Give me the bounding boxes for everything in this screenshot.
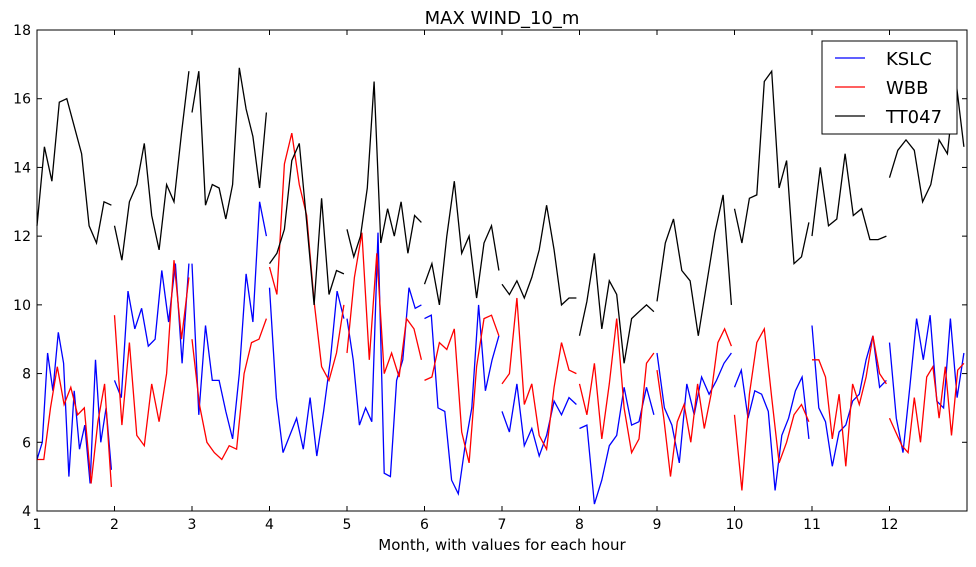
y-tick-label: 12 — [13, 229, 31, 245]
x-tick-label: 11 — [803, 517, 821, 533]
y-tick-label: 8 — [22, 367, 31, 383]
series-kslc — [36, 201, 965, 505]
series-line-kslc-month-6 — [424, 304, 500, 496]
series-line-wbb-month-12 — [888, 362, 965, 455]
series-line-wbb-month-4 — [268, 132, 345, 383]
series-line-tt047-month-9 — [656, 194, 733, 336]
series-line-wbb-month-10 — [733, 326, 810, 491]
series-line-kslc-month-12 — [888, 315, 965, 453]
series-line-kslc-month-4 — [268, 287, 345, 457]
x-tick-label: 2 — [110, 517, 119, 533]
x-axis-label: Month, with values for each hour — [378, 536, 626, 554]
series-line-tt047-month-11 — [811, 153, 887, 241]
x-tick-label: 5 — [343, 517, 352, 533]
x-tick-label: 8 — [575, 517, 584, 533]
x-tick-label: 4 — [265, 517, 274, 533]
legend-label-tt047: TT047 — [885, 107, 942, 128]
x-tick-label: 12 — [881, 517, 899, 533]
y-tick-label: 14 — [13, 160, 31, 176]
series-line-tt047-month-2 — [113, 71, 190, 261]
series-line-wbb-month-6 — [424, 314, 500, 464]
series-line-tt047-month-3 — [191, 67, 268, 220]
y-tick-label: 10 — [13, 298, 31, 314]
series-line-wbb-month-2 — [113, 260, 190, 448]
series-line-kslc-month-5 — [346, 232, 422, 478]
series-line-wbb-month-8 — [578, 318, 655, 455]
y-tick-label: 6 — [22, 435, 31, 451]
legend-label-wbb: WBB — [886, 78, 929, 99]
series-layer — [36, 67, 965, 505]
series-line-wbb-month-11 — [812, 335, 887, 467]
chart-title: MAX WIND_10_m — [425, 8, 580, 29]
series-line-tt047-month-5 — [346, 81, 422, 260]
x-tick-label: 3 — [188, 517, 197, 533]
series-line-wbb-month-5 — [346, 232, 423, 378]
x-tick-label: 10 — [726, 517, 744, 533]
series-line-kslc-month-3 — [191, 201, 268, 440]
y-tick-label: 16 — [13, 92, 31, 108]
x-tick-label: 6 — [420, 517, 429, 533]
legend-label-kslc: KSLC — [886, 49, 932, 70]
series-line-kslc-month-10 — [733, 367, 810, 491]
x-tick-label: 1 — [33, 517, 42, 533]
series-line-wbb-month-3 — [191, 318, 268, 461]
series-tt047 — [36, 67, 965, 364]
series-wbb — [37, 132, 965, 491]
x-tick-label: 9 — [653, 517, 662, 533]
series-line-wbb-month-1 — [37, 366, 113, 487]
series-line-wbb-month-9 — [656, 327, 733, 477]
series-line-tt047-month-1 — [36, 97, 112, 246]
series-line-wbb-month-7 — [501, 297, 577, 452]
series-line-kslc-month-7 — [501, 383, 577, 459]
series-line-tt047-month-4 — [268, 143, 345, 305]
x-tick-label: 7 — [498, 517, 507, 533]
series-line-tt047-month-8 — [578, 253, 655, 364]
y-tick-label: 18 — [13, 23, 31, 39]
series-line-tt047-month-10 — [733, 69, 810, 265]
series-line-tt047-month-6 — [423, 181, 500, 306]
series-line-tt047-month-7 — [501, 205, 577, 307]
legend: KSLC WBB TT047 — [821, 40, 958, 135]
y-tick-label: 4 — [22, 504, 31, 520]
